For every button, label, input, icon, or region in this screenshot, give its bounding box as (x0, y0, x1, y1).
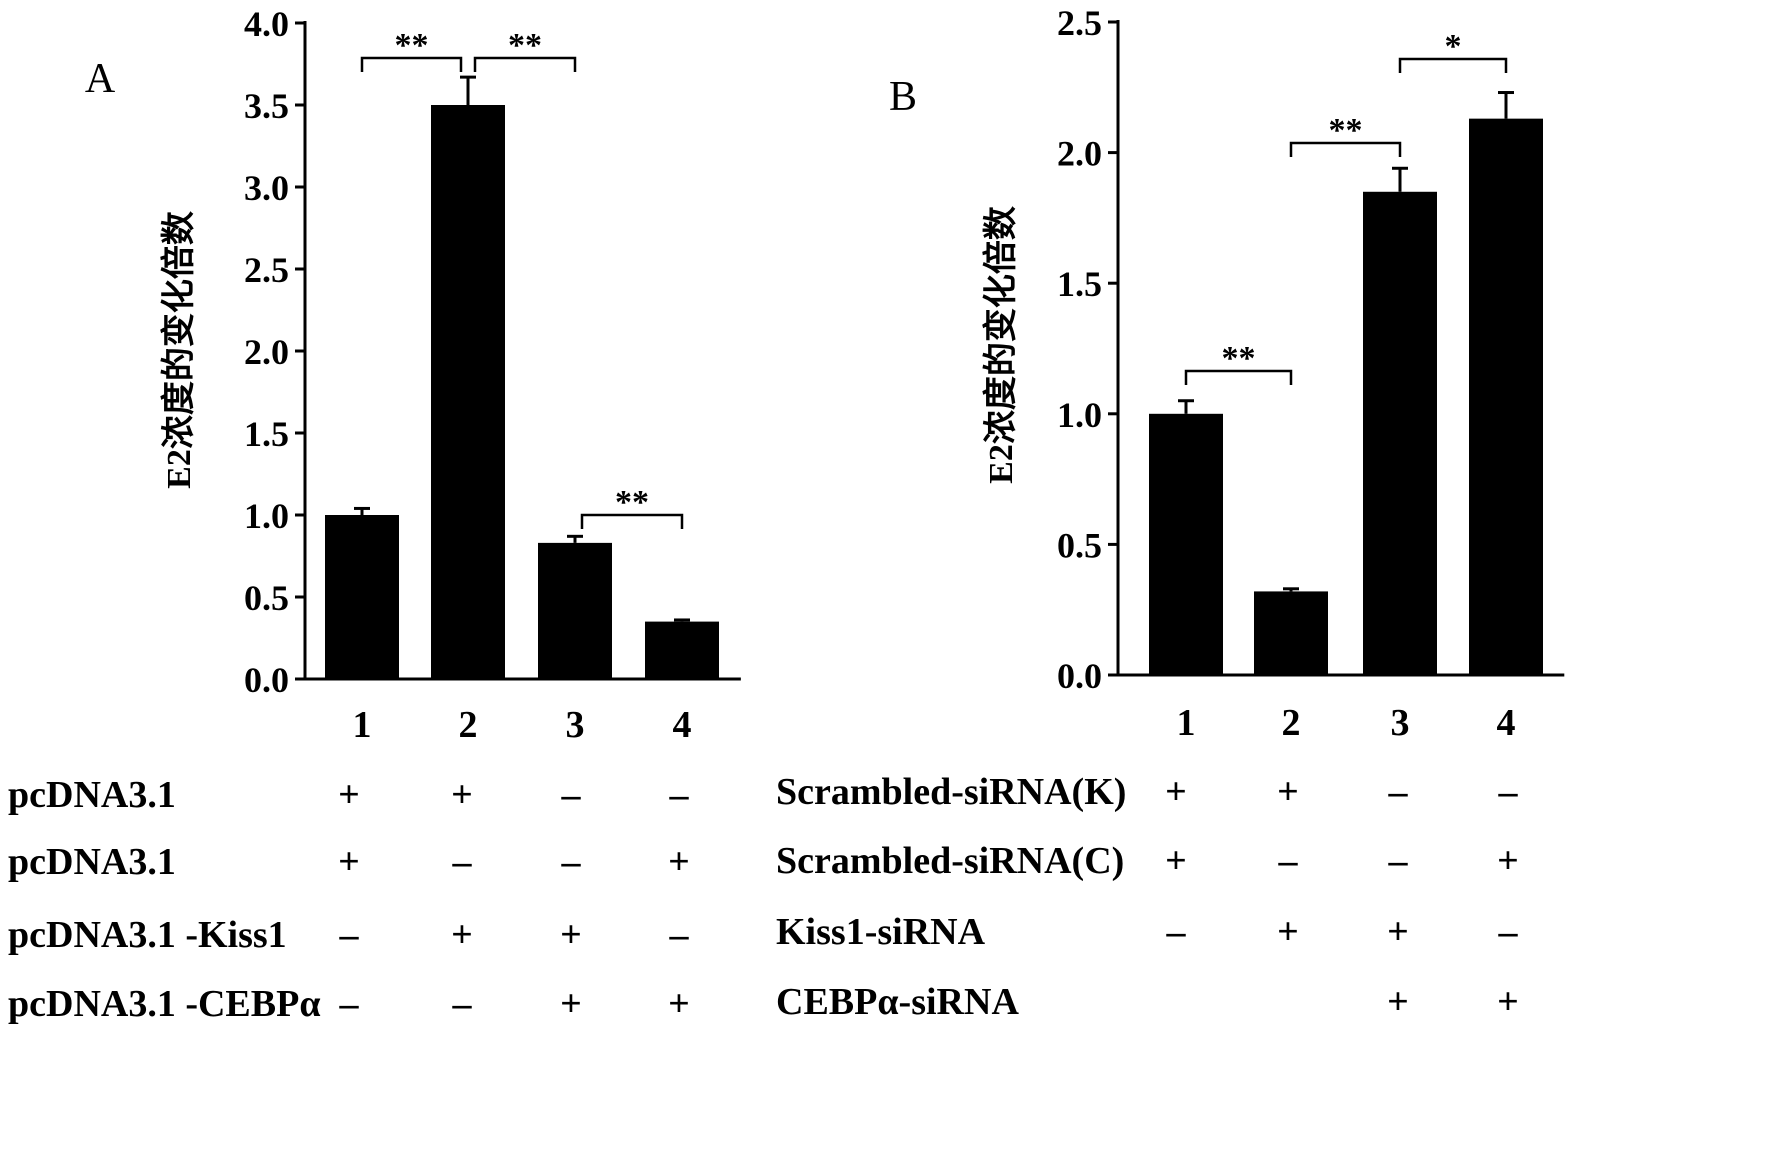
panel-b-x-tick-label: 4 (1497, 702, 1516, 744)
panel-b-significance-label: ** (1329, 112, 1363, 149)
panel-a-condition-sign: – (452, 983, 472, 1025)
panel-b-y-tick-label: 1.5 (1057, 264, 1102, 304)
panel-a-condition-sign: + (560, 914, 582, 956)
panel-b-condition-sign: + (1387, 981, 1409, 1023)
panel-b-x-tick-label: 2 (1282, 702, 1301, 744)
panel-a-condition-label: pcDNA3.1 -Kiss1 (8, 914, 287, 956)
panel-a-bar-1 (325, 515, 399, 679)
panel-a-x-tick-label: 2 (459, 704, 478, 746)
panel-b-significance-label: ** (1222, 340, 1256, 377)
panel-a-significance-bracket (580, 513, 684, 529)
panel-a-condition-label: pcDNA3.1 (8, 774, 176, 816)
panel-a-condition-sign: + (451, 774, 473, 816)
panel-b-condition-sign: + (1165, 771, 1187, 813)
panel-a-condition-sign: – (339, 983, 359, 1025)
panel-a-y-tick-label: 3.5 (244, 86, 289, 126)
panel-b-condition-label: Kiss1-siRNA (776, 911, 986, 953)
panel-b-y-tick-label: 0.0 (1057, 656, 1102, 696)
panel-b-condition-sign: – (1498, 911, 1518, 953)
panel-a-y-tick-label: 2.0 (244, 332, 289, 372)
panel-a-y-tick-label: 2.5 (244, 250, 289, 290)
panel-b-condition-sign: + (1277, 911, 1299, 953)
panel-b-y-axis-label: E2浓度的变化倍数 (982, 206, 1020, 484)
panel-b-significance-bracket (1289, 141, 1402, 157)
panel-b-condition-label: CEBPα-siRNA (776, 981, 1019, 1023)
panel-a-condition-label: pcDNA3.1 (8, 841, 176, 883)
panel-b-condition-sign: + (1387, 911, 1409, 953)
panel-a-condition-sign: – (669, 914, 689, 956)
panel-a-condition-label: pcDNA3.1 -CEBPα (8, 983, 321, 1025)
panel-b-x-tick-label: 3 (1391, 702, 1410, 744)
panel-b-condition-sign: + (1497, 981, 1519, 1023)
panel-b-condition-sign: – (1166, 911, 1186, 953)
panel-a-y-tick-label: 0.0 (244, 660, 289, 700)
panel-a-condition-sign: + (560, 983, 582, 1025)
panel-a-bar-3 (538, 542, 612, 679)
panel-a-label: A (85, 56, 116, 102)
panel-b-significance-bracket (1184, 369, 1293, 385)
panel-a-y-tick-label: 0.5 (244, 578, 289, 618)
panel-a-bar-4 (645, 621, 719, 679)
panel-b-y-tick-label: 0.5 (1057, 525, 1102, 565)
panel-b-condition-sign: – (1278, 840, 1298, 882)
panel-a-bar-2 (431, 105, 505, 679)
panel-a-x-tick-label: 3 (566, 704, 585, 746)
panel-a-y-axis-label: E2浓度的变化倍数 (160, 211, 198, 489)
panel-b-label: B (889, 74, 917, 120)
panel-a-significance-label: ** (615, 484, 649, 521)
panel-b-condition-label: Scrambled-siRNA(C) (776, 840, 1125, 882)
panel-b-condition-sign: + (1497, 840, 1519, 882)
panel-a-condition-sign: – (561, 774, 581, 816)
panel-a-condition-sign: + (668, 983, 690, 1025)
panel-b-y-tick-label: 2.0 (1057, 134, 1102, 174)
panel-b-significance-label: * (1445, 28, 1462, 65)
panel-a-condition-sign: + (451, 914, 473, 956)
panel-a-condition-sign: – (452, 841, 472, 883)
panel-b-condition-sign: – (1388, 771, 1408, 813)
panel-a-condition-sign: – (669, 774, 689, 816)
panel-b-bar-4 (1469, 118, 1543, 676)
panel-a-significance-bracket (360, 56, 463, 72)
panel-a-x-tick-label: 1 (353, 704, 372, 746)
panel-a-condition-sign: + (338, 841, 360, 883)
panel-a-significance-label: ** (395, 27, 429, 64)
panel-b-y-tick-label: 1.0 (1057, 395, 1102, 435)
panel-b-condition-sign: + (1165, 840, 1187, 882)
panel-a-condition-sign: – (561, 841, 581, 883)
panel-a-y-tick-label: 1.5 (244, 414, 289, 454)
panel-b-y-tick-label: 2.5 (1057, 3, 1102, 43)
panel-b-condition-sign: – (1498, 771, 1518, 813)
panel-b-condition-sign: – (1388, 840, 1408, 882)
panel-b-x-tick-label: 1 (1177, 702, 1196, 744)
panel-b-bar-1 (1149, 413, 1223, 675)
panel-a-condition-sign: – (339, 914, 359, 956)
panel-b-significance-bracket (1398, 57, 1508, 73)
panel-a-condition-sign: + (668, 841, 690, 883)
panel-b-bar-2 (1254, 591, 1328, 675)
panel-a-x-tick-label: 4 (673, 704, 692, 746)
panel-a-y-tick-label: 1.0 (244, 496, 289, 536)
panel-b-condition-sign: + (1277, 771, 1299, 813)
panel-b-bar-3 (1363, 191, 1437, 675)
panel-a-significance-label: ** (508, 27, 542, 64)
panel-b-condition-label: Scrambled-siRNA(K) (776, 771, 1127, 813)
panel-a-condition-sign: + (338, 774, 360, 816)
panel-a-significance-bracket (473, 56, 577, 72)
panel-a-y-tick-label: 3.0 (244, 168, 289, 208)
panel-a-y-tick-label: 4.0 (244, 4, 289, 44)
